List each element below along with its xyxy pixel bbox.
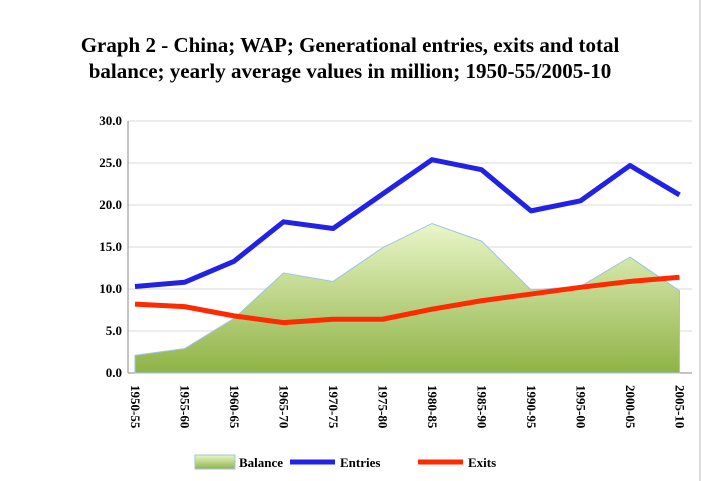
- y-tick-label: 25.0: [99, 155, 122, 170]
- x-tick-label: 1950-55: [128, 385, 143, 429]
- x-tick-label: 1970-75: [326, 385, 341, 429]
- x-tick-label: 1975-80: [376, 385, 391, 428]
- y-tick-label: 0.0: [106, 365, 122, 380]
- y-tick-label: 10.0: [99, 281, 122, 296]
- x-tick-label: 1995-00: [574, 385, 589, 428]
- x-tick-label: 1955-60: [178, 385, 193, 428]
- line: [134, 274, 680, 326]
- x-tick-label: 1990-95: [524, 385, 539, 429]
- line: [134, 157, 681, 289]
- legend-swatch: [194, 454, 236, 470]
- area: [134, 222, 680, 374]
- legend-label: Balance: [239, 455, 283, 470]
- x-tick-label: 1960-65: [227, 385, 242, 429]
- legend-label: Entries: [340, 455, 380, 470]
- y-tick-label: 15.0: [99, 239, 122, 254]
- x-tick-label: 1965-70: [277, 385, 292, 428]
- y-tick-label: 20.0: [99, 197, 122, 212]
- y-tick-label: 5.0: [106, 323, 122, 338]
- x-tick-label: 1980-85: [425, 385, 440, 429]
- legend-label: Exits: [468, 455, 496, 470]
- x-tick-label: 2005-10: [673, 385, 688, 428]
- x-tick-label: 1985-90: [475, 385, 490, 428]
- y-tick-label: 30.0: [99, 113, 122, 128]
- x-tick-label: 2000-05: [623, 385, 638, 429]
- chart-title: Graph 2 - China; WAP; Generational entri…: [80, 33, 620, 83]
